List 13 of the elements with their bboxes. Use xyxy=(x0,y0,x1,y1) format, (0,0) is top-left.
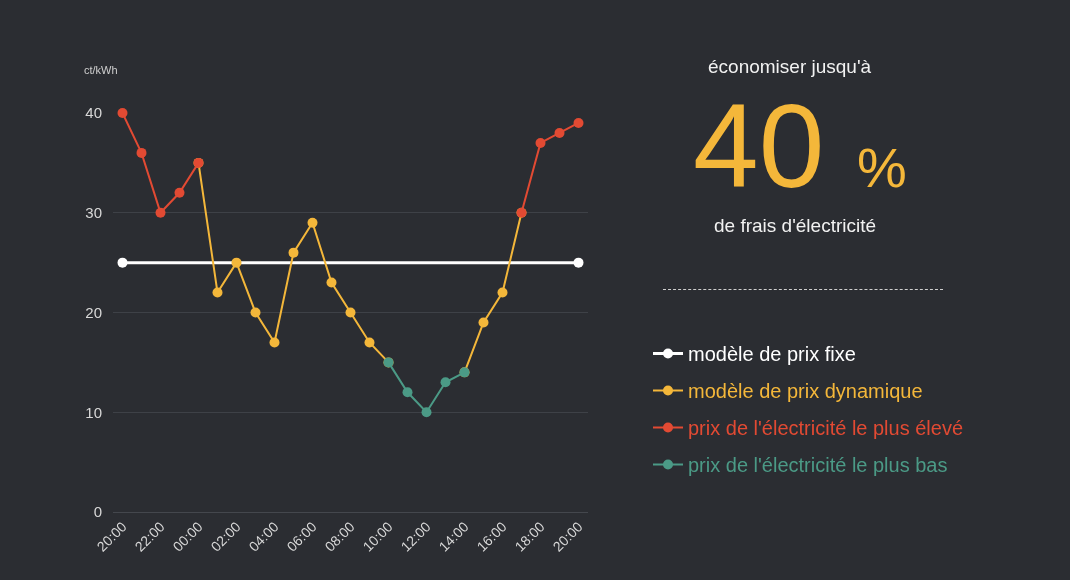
y-tick-label: 20 xyxy=(85,303,102,321)
text: de frais d'électricité xyxy=(714,215,877,236)
legend-label: modèle de prix dynamique xyxy=(688,380,923,403)
y-axis-title: ct/kWh xyxy=(84,64,118,76)
y-tick-label: 30 xyxy=(85,204,102,221)
text: 40 % xyxy=(693,80,907,212)
text: économiser jusqu'à xyxy=(708,56,872,77)
y-tick-label: 10 xyxy=(85,403,102,421)
y-tick-label: 40 xyxy=(85,104,102,122)
legend-label: prix de l'électricité le plus bas xyxy=(688,454,948,477)
legend-label: prix de l'électricité le plus élevé xyxy=(688,417,964,440)
y-tick-label: 0 xyxy=(93,503,102,521)
legend-label: modèle de prix fixe xyxy=(688,343,856,366)
